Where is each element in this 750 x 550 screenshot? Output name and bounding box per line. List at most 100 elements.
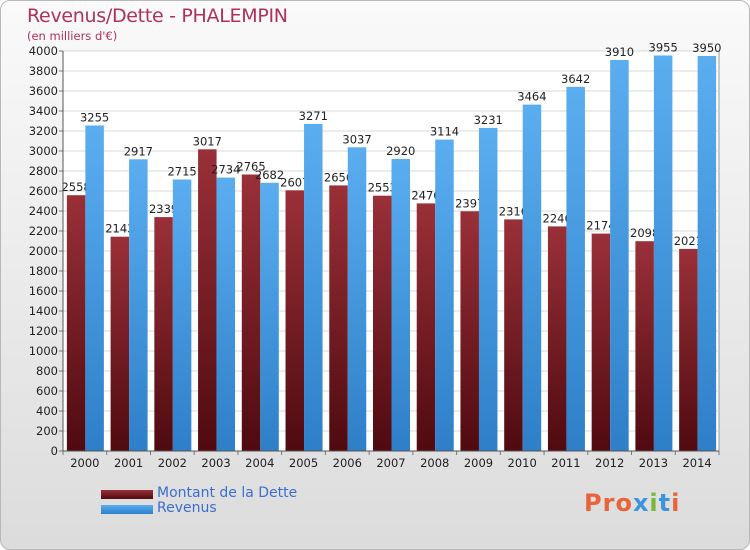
y-tick-label: 800 [36, 364, 58, 378]
y-tick-label: 2200 [29, 224, 58, 238]
data-label-dette: 2476 [411, 188, 440, 202]
data-label-revenus: 3464 [517, 90, 546, 104]
bar-revenus [435, 139, 454, 451]
x-tick-label: 2003 [201, 456, 230, 470]
bar-revenus [478, 127, 498, 452]
data-label-dette: 2098 [630, 226, 659, 240]
data-label-revenus: 2920 [386, 144, 415, 158]
bar-revenus [697, 56, 717, 451]
bar-revenus [85, 125, 104, 451]
bar-revenus [653, 55, 673, 451]
bar-dette [154, 217, 173, 451]
bar-dette [504, 219, 523, 451]
logo-letter: P [584, 489, 603, 517]
bar-dette [66, 195, 86, 451]
logo-letter: i [649, 489, 659, 517]
data-label-dette: 2339 [149, 202, 178, 216]
y-tick-label: 3200 [29, 124, 58, 138]
bar-dette [110, 236, 130, 451]
bar-revenus [304, 123, 323, 452]
legend-swatch-revenus [101, 505, 153, 514]
data-label-dette: 2607 [280, 175, 309, 189]
logo-letter: o [615, 489, 633, 517]
data-label-dette: 2246 [543, 211, 572, 225]
y-tick-label: 4000 [29, 44, 58, 58]
bar-revenus [172, 179, 192, 451]
data-label-dette: 2316 [499, 204, 528, 218]
data-label-revenus: 3114 [430, 125, 459, 139]
bar-revenus [522, 104, 542, 451]
bar-revenus [216, 177, 236, 451]
data-label-dette: 2656 [324, 170, 353, 184]
x-tick-label: 2013 [639, 456, 668, 470]
bar-dette [373, 195, 392, 451]
bar-revenus [391, 159, 410, 451]
x-tick-label: 2004 [245, 456, 274, 470]
y-tick-label: 0 [51, 444, 58, 458]
bar-revenus [260, 182, 279, 452]
x-tick-label: 2002 [158, 456, 187, 470]
y-tick-label: 200 [36, 424, 58, 438]
bar-dette [679, 248, 698, 451]
y-tick-label: 3400 [29, 104, 58, 118]
y-tick-label: 2600 [29, 184, 58, 198]
y-tick-label: 1800 [29, 264, 58, 278]
bar-revenus [610, 60, 629, 451]
data-label-dette: 2174 [586, 219, 615, 233]
logo-letter: x [632, 489, 650, 517]
bar-dette [416, 203, 436, 451]
x-tick-label: 2009 [464, 456, 493, 470]
data-label-dette: 2143 [105, 222, 134, 236]
bar-dette [547, 226, 567, 451]
bar-revenus [129, 159, 148, 452]
y-tick-label: 3000 [29, 144, 58, 158]
data-label-revenus: 2917 [124, 144, 153, 158]
bar-dette [285, 190, 305, 452]
data-label-dette: 2397 [455, 196, 484, 210]
legend-label-dette: Montant de la Dette [157, 485, 298, 501]
data-label-dette: 2765 [236, 160, 265, 174]
logo-letter: t [658, 489, 672, 517]
y-tick-label: 1600 [29, 284, 58, 298]
x-tick-label: 2005 [289, 456, 318, 470]
data-label-dette: 2553 [368, 181, 397, 195]
y-tick-label: 2800 [29, 164, 58, 178]
x-tick-label: 2007 [376, 456, 405, 470]
y-tick-label: 1000 [29, 344, 58, 358]
legend-swatch-dette [101, 490, 153, 499]
legend-label-revenus: Revenus [157, 500, 217, 516]
bar-revenus [347, 147, 367, 452]
bar-dette [460, 211, 479, 451]
bar-dette [241, 174, 261, 451]
y-tick-label: 2000 [29, 244, 58, 258]
x-tick-label: 2012 [595, 456, 624, 470]
y-tick-label: 1400 [29, 304, 58, 318]
bar-dette [329, 185, 348, 451]
data-label-revenus: 3271 [299, 109, 328, 123]
x-tick-label: 2006 [333, 456, 362, 470]
x-tick-label: 2011 [551, 456, 580, 470]
data-label-revenus: 3231 [474, 113, 503, 127]
bar-dette [635, 241, 654, 451]
y-tick-label: 600 [36, 384, 58, 398]
data-label-revenus: 3950 [692, 41, 721, 55]
data-label-revenus: 3255 [80, 111, 109, 125]
data-label-dette: 2558 [61, 180, 90, 194]
x-tick-label: 2014 [682, 456, 711, 470]
data-label-revenus: 2734 [211, 163, 240, 177]
data-label-dette: 2021 [674, 234, 703, 248]
proxiti-logo: Proxiti [584, 489, 680, 517]
data-label-revenus: 2682 [255, 168, 284, 182]
x-tick-label: 2008 [420, 456, 449, 470]
data-label-revenus: 3642 [561, 72, 590, 86]
x-tick-label: 2000 [70, 456, 99, 470]
bar-dette [198, 149, 217, 452]
data-label-revenus: 2715 [167, 165, 196, 179]
data-label-revenus: 3037 [342, 132, 371, 146]
logo-letter: r [602, 489, 616, 517]
data-label-revenus: 3910 [605, 45, 634, 59]
bar-dette [591, 233, 611, 451]
x-tick-label: 2001 [114, 456, 143, 470]
